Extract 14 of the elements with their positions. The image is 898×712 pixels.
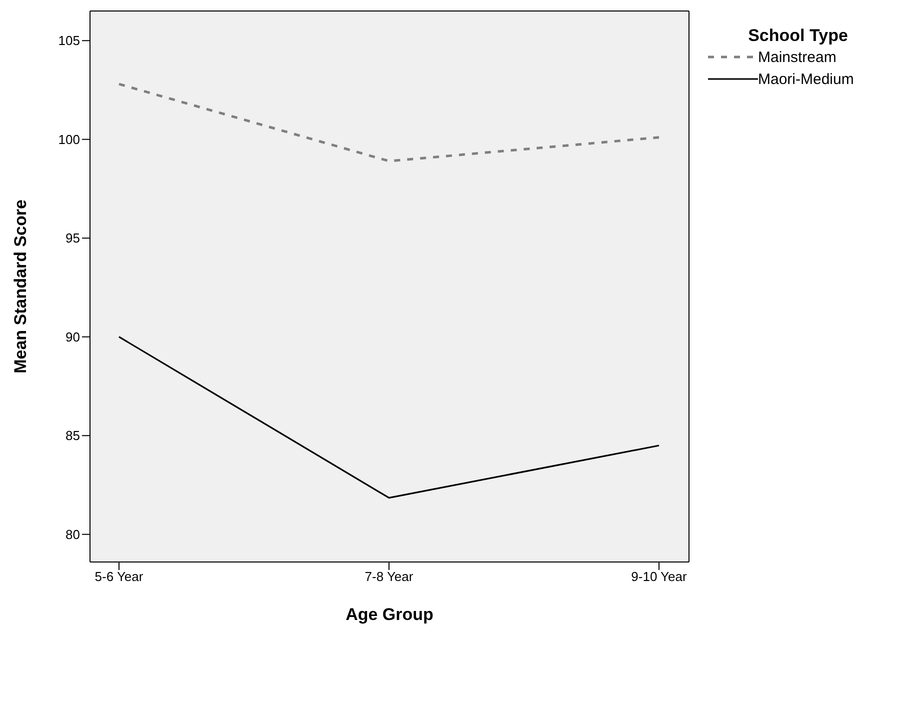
x-tick-label: 9-10 Year xyxy=(631,569,688,584)
legend-title: School Type xyxy=(747,26,849,46)
y-tick-label: 80 xyxy=(66,526,80,542)
y-tick-label: 85 xyxy=(66,428,80,444)
x-tick-label: 7-8 Year xyxy=(364,569,414,584)
legend-label: Maori-Medium xyxy=(758,70,854,88)
y-tick-label: 100 xyxy=(58,132,80,147)
y-tick-label: 95 xyxy=(66,230,80,246)
x-axis-title: Age Group xyxy=(346,605,434,624)
y-tick-label: 90 xyxy=(66,329,80,344)
legend-label: Mainstream xyxy=(758,48,836,66)
y-axis-title: Mean Standard Score xyxy=(11,200,30,374)
y-tick-label: 105 xyxy=(58,33,80,48)
x-tick-label: 5-6 Year xyxy=(94,569,144,584)
